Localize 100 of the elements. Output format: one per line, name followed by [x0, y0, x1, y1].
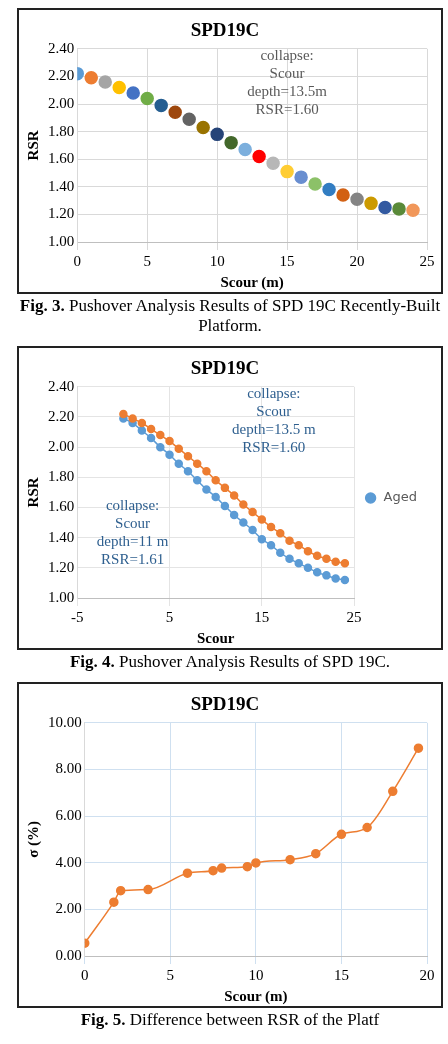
- x-axis-title: Scour (m): [224, 987, 288, 1005]
- y-tick-label: 2.00: [48, 94, 75, 111]
- y-axis-title: RSR: [24, 130, 41, 161]
- point: [322, 182, 336, 197]
- chart-title: SPD19C: [190, 693, 260, 715]
- point: [168, 105, 182, 120]
- point: [364, 196, 378, 211]
- point: [257, 515, 267, 524]
- x-tick-label: 15: [333, 966, 349, 983]
- point: [183, 467, 193, 476]
- point: [210, 127, 224, 142]
- point: [392, 202, 406, 216]
- annotation: collapse: Scour depth=11 m RSR=1.61: [96, 497, 169, 568]
- caption: Fig. 4. Pushover Analysis Results of SPD 19C.: [68, 652, 392, 672]
- annotation: collapse: Scour depth=13.5 m RSR=1.60: [232, 385, 316, 456]
- point: [216, 863, 227, 873]
- x-tick-label: 15: [279, 252, 295, 269]
- point: [192, 476, 202, 485]
- x-tick-label: 15: [254, 608, 270, 625]
- point: [340, 575, 350, 585]
- y-axis-title: RSR: [24, 477, 41, 508]
- point: [154, 98, 168, 113]
- y-tick-label: 0.00: [55, 946, 82, 963]
- point: [312, 551, 322, 561]
- x-tick-label: 20: [349, 252, 365, 269]
- x-axis-title: Scour: [196, 629, 235, 646]
- point: [192, 459, 202, 468]
- y-tick-label: 1.40: [48, 177, 75, 194]
- y-axis-title: σ (%): [24, 820, 42, 858]
- x-axis-title: Scour (m): [220, 273, 284, 291]
- point: [308, 177, 322, 191]
- point: [312, 568, 322, 577]
- point: [229, 510, 239, 520]
- point: [211, 492, 220, 502]
- y-tick-label: 4.00: [55, 853, 82, 870]
- point: [109, 897, 119, 907]
- x-tick-label: -5: [71, 608, 84, 625]
- point: [220, 483, 230, 493]
- point: [202, 467, 211, 476]
- y-tick-label: 2.40: [48, 377, 75, 394]
- point: [303, 563, 313, 573]
- x-tick-label: 25: [419, 252, 435, 269]
- y-tick-label: 1.60: [48, 498, 75, 515]
- point: [303, 546, 313, 556]
- y-tick-label: 2.20: [48, 407, 75, 424]
- point: [378, 200, 392, 215]
- point: [266, 522, 276, 532]
- point: [413, 743, 424, 753]
- point: [294, 540, 303, 550]
- point: [331, 574, 340, 583]
- point: [251, 858, 261, 868]
- point: [280, 164, 294, 179]
- point: [98, 75, 112, 89]
- point: [156, 442, 165, 452]
- point: [252, 149, 266, 164]
- point: [128, 414, 137, 423]
- point: [388, 786, 398, 797]
- point: [285, 536, 294, 545]
- point: [340, 559, 350, 568]
- x-tick-label: 5: [165, 608, 174, 625]
- point: [311, 848, 321, 859]
- point: [146, 433, 156, 443]
- point: [331, 557, 340, 567]
- y-tick-label: 1.60: [48, 150, 75, 167]
- point: [140, 91, 154, 106]
- x-tick-label: 20: [419, 966, 435, 983]
- y-tick-label: 1.00: [48, 588, 75, 605]
- y-tick-label: 1.20: [48, 205, 75, 222]
- point: [285, 854, 295, 865]
- point: [229, 491, 239, 500]
- point: [362, 822, 372, 833]
- x-tick-label: 10: [248, 966, 264, 983]
- y-tick-label: 10.00: [48, 713, 82, 730]
- point: [336, 188, 350, 202]
- point: [248, 507, 257, 517]
- y-tick-label: 1.80: [48, 468, 75, 485]
- point: [294, 170, 308, 184]
- point: [285, 554, 294, 564]
- point: [336, 829, 347, 840]
- point: [165, 450, 174, 459]
- point: [174, 444, 184, 453]
- point: [322, 554, 331, 564]
- point: [239, 518, 248, 527]
- point: [406, 203, 420, 218]
- point: [112, 80, 126, 95]
- y-tick-label: 1.80: [48, 122, 75, 139]
- y-tick-label: 2.40: [48, 39, 75, 56]
- x-tick-label: 10: [209, 252, 225, 269]
- point: [276, 548, 285, 557]
- point: [208, 865, 218, 876]
- x-tick-label: 5: [143, 252, 151, 269]
- point: [350, 192, 364, 206]
- legend-label: Aged: [383, 489, 418, 505]
- point: [182, 112, 196, 126]
- y-tick-label: 1.00: [48, 232, 75, 249]
- point: [322, 571, 331, 580]
- y-tick-label: 8.00: [55, 760, 82, 777]
- point: [126, 86, 140, 100]
- chart-title: SPD19C: [190, 357, 260, 379]
- point: [182, 868, 193, 878]
